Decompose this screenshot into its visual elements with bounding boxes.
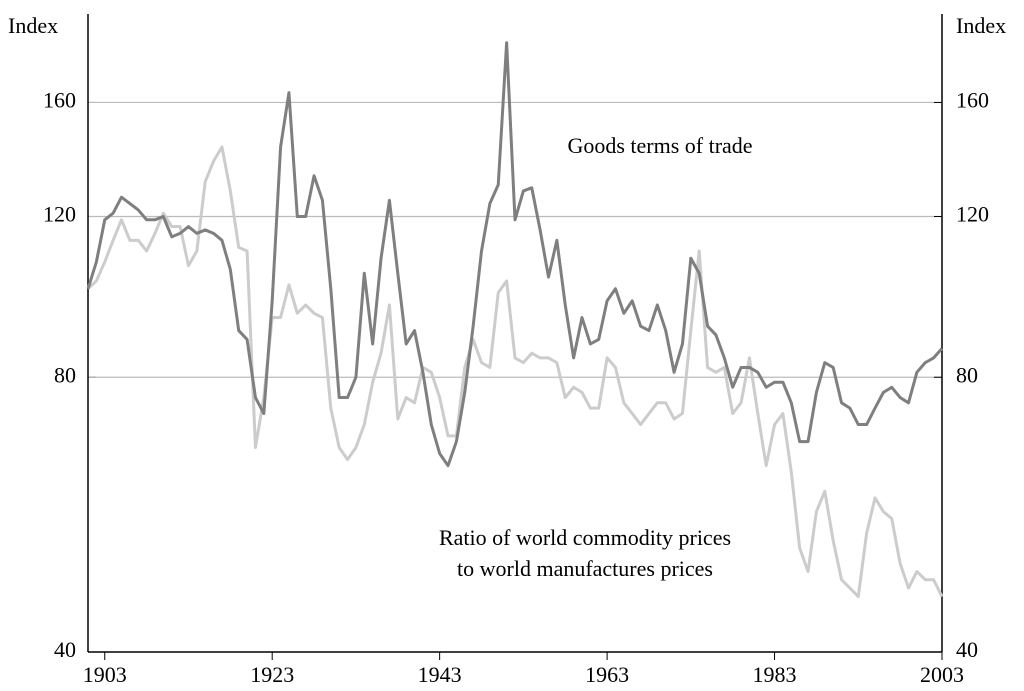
annotation: to world manufactures prices xyxy=(457,556,713,581)
y-axis-label: Index xyxy=(8,13,58,38)
x-tick-label: 1943 xyxy=(418,662,462,687)
y2-tick-label: 80 xyxy=(956,362,978,387)
y-tick-label: 80 xyxy=(54,362,76,387)
annotation: Goods terms of trade xyxy=(567,133,752,158)
y-tick-label: 160 xyxy=(43,88,76,113)
y2-tick-label: 160 xyxy=(956,88,989,113)
y2-tick-label: 120 xyxy=(956,202,989,227)
data-line xyxy=(86,145,944,599)
y2-tick-label: 40 xyxy=(956,637,978,662)
x-tick-label: 1963 xyxy=(585,662,629,687)
x-tick-label: 1903 xyxy=(83,662,127,687)
x-tick-label: 1983 xyxy=(753,662,797,687)
annotation: Ratio of world commodity prices xyxy=(439,525,731,550)
data-line xyxy=(86,41,944,468)
y-tick-label: 120 xyxy=(43,202,76,227)
x-tick-label: 2003 xyxy=(920,662,964,687)
y-tick-label: 40 xyxy=(54,637,76,662)
x-tick-label: 1923 xyxy=(250,662,294,687)
y2-axis-label: Index xyxy=(956,13,1006,38)
